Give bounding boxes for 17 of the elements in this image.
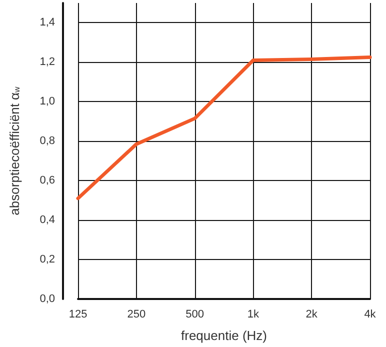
- y-tick-label: 0,0: [40, 293, 55, 305]
- x-tick-label: 4k: [364, 308, 376, 320]
- line-series: [76, 56, 372, 200]
- x-tick-label: 1k: [247, 308, 260, 320]
- x-tick-label: 500: [186, 308, 204, 320]
- y-tick-label: 1,4: [40, 16, 55, 29]
- y-tick-label: 0,8: [40, 135, 55, 148]
- x-tick-label: 125: [68, 308, 88, 320]
- x-tick-label: 250: [127, 308, 146, 320]
- y-tick-label: 1,0: [40, 96, 55, 108]
- y-tick-label: 0,4: [40, 214, 55, 226]
- x-tick-label: 2k: [306, 308, 318, 320]
- x-axis-title: frequentie (Hz): [181, 328, 267, 343]
- y-tick-label: 0,2: [40, 254, 55, 266]
- y-axis-title: absorptiecoëfficiënt αw: [7, 86, 22, 216]
- y-tick-label: 0,6: [40, 174, 55, 187]
- y-tick-label: 1,2: [40, 56, 55, 68]
